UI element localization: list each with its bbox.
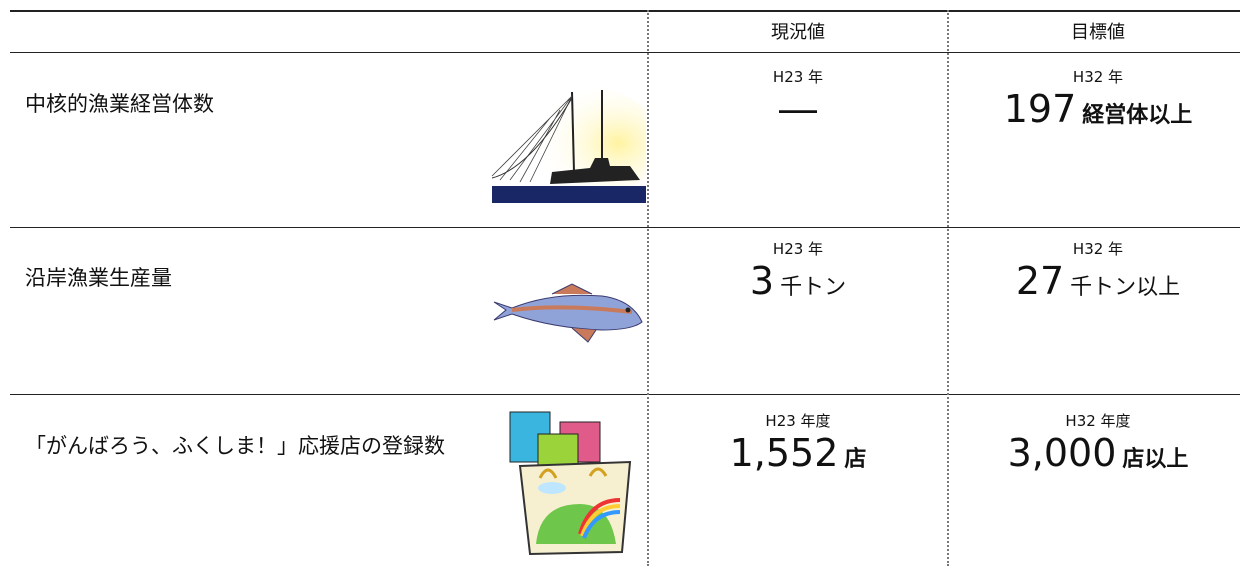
year: H32 年度 [1065, 412, 1131, 430]
table-border [10, 394, 1240, 395]
year: H23 年度 [765, 412, 831, 430]
year: H32 年 [1072, 68, 1124, 86]
row-label: 中核的漁業経営体数 [25, 92, 214, 116]
value: 197 [1003, 87, 1077, 131]
target-cell: H32 年度 3,000 店以上 [949, 410, 1247, 475]
table-border [10, 10, 1240, 12]
unit: 千トン [780, 275, 847, 300]
shopping-bag-illustration [509, 411, 632, 556]
unit: 千トン以上 [1070, 275, 1181, 300]
current-cell: H23 年 ― [649, 66, 947, 131]
fish-illustration [493, 283, 643, 343]
current-cell: H23 年度 1,552 店 [649, 410, 947, 475]
current-cell: H23 年 3 千トン [649, 238, 947, 303]
column-header: 目標値 [1071, 22, 1125, 43]
column-divider [647, 10, 649, 566]
column-divider [947, 10, 949, 566]
fishing-boat-illustration [491, 88, 646, 203]
year: H23 年 [772, 240, 824, 258]
year: H23 年 [772, 68, 824, 86]
unit: 店以上 [1122, 447, 1189, 472]
row-label: 沿岸漁業生産量 [25, 266, 172, 290]
value: ― [779, 87, 817, 131]
value: 3 [749, 259, 775, 303]
unit: 店 [844, 447, 867, 472]
row-label: 「がんばろう、ふくしま！」応援店の登録数 [25, 434, 445, 458]
column-header: 現況値 [771, 22, 825, 43]
value: 27 [1015, 259, 1065, 303]
table-border [10, 227, 1240, 228]
year: H32 年 [1072, 240, 1124, 258]
target-cell: H32 年 27 千トン以上 [949, 238, 1247, 303]
value: 1,552 [729, 431, 839, 475]
target-cell: H32 年 197 経営体以上 [949, 66, 1247, 131]
value: 3,000 [1007, 431, 1117, 475]
unit: 経営体以上 [1082, 103, 1193, 128]
table-border [10, 52, 1240, 53]
